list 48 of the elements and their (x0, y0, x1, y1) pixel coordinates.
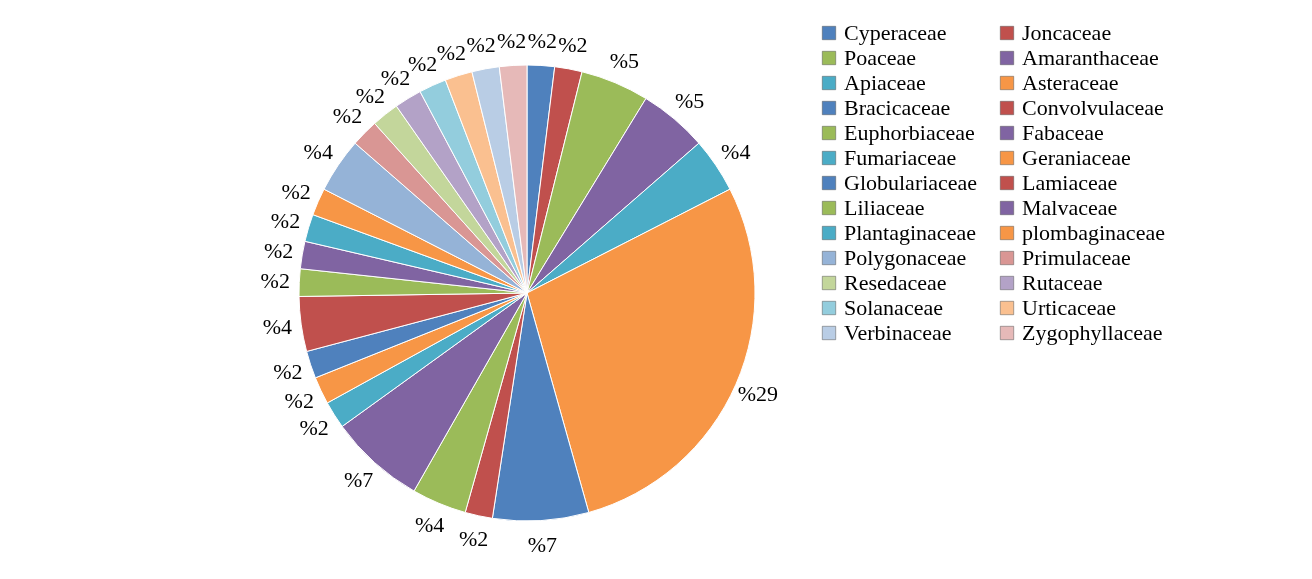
legend-label: Fumariaceae (844, 145, 957, 170)
data-label: %2 (466, 32, 496, 58)
data-label: %29 (737, 380, 779, 406)
legend-label: Solanaceae (844, 295, 943, 320)
data-label: %2 (299, 414, 329, 440)
legend-label: Lamiaceae (1022, 170, 1118, 195)
data-label: %4 (262, 314, 293, 340)
legend-label: Verbinaceae (844, 320, 952, 345)
legend-label: Malvaceae (1022, 195, 1118, 220)
legend-label: Urticaceae (1022, 295, 1117, 320)
legend-label: Bracicaceae (844, 95, 951, 120)
data-label: %2 (263, 237, 294, 263)
data-label: %5 (674, 87, 705, 113)
data-label: %2 (558, 32, 588, 58)
legend-label: Rutaceae (1022, 270, 1103, 295)
data-label: %2 (284, 387, 314, 413)
data-label: %2 (273, 359, 303, 385)
legend-label: Amaranthaceae (1022, 45, 1159, 70)
legend-label: Euphorbiaceae (844, 120, 975, 145)
data-label: %2 (527, 28, 558, 54)
data-label: %4 (721, 138, 751, 164)
legend-label: Joncaceae (1022, 20, 1112, 45)
data-label: %7 (527, 531, 558, 557)
data-label: %4 (415, 512, 445, 538)
data-label: %2 (436, 39, 466, 65)
legend-label: Cyperaceae (844, 20, 947, 45)
data-label: %7 (343, 467, 374, 493)
data-label: %2 (270, 208, 301, 233)
data-label: %2 (496, 28, 527, 54)
legend-label: plombaginaceae (1022, 220, 1165, 245)
data-label: %5 (609, 47, 639, 73)
legend-label: Fabaceae (1022, 120, 1104, 145)
legend-label: Polygonaceae (844, 245, 967, 270)
legend-label: Asteraceae (1022, 70, 1119, 95)
data-label: %2 (281, 179, 311, 205)
data-label: %4 (303, 138, 333, 164)
legend-label: Resedaceae (844, 270, 947, 295)
legend-label: Liliaceae (844, 195, 925, 220)
legend-label: Poaceae (844, 45, 917, 70)
legend-label: Apiaceae (844, 70, 926, 95)
legend-label: Zygophyllaceae (1022, 320, 1163, 345)
data-label: %2 (260, 268, 290, 294)
legend-label: Primulaceae (1022, 245, 1131, 270)
data-label: %2 (458, 526, 489, 552)
legend-label: Plantaginaceae (844, 220, 976, 245)
legend-label: Geraniaceae (1022, 145, 1131, 170)
legend-label: Globulariaceae (844, 170, 978, 195)
legend-label: Convolvulaceae (1022, 95, 1164, 120)
